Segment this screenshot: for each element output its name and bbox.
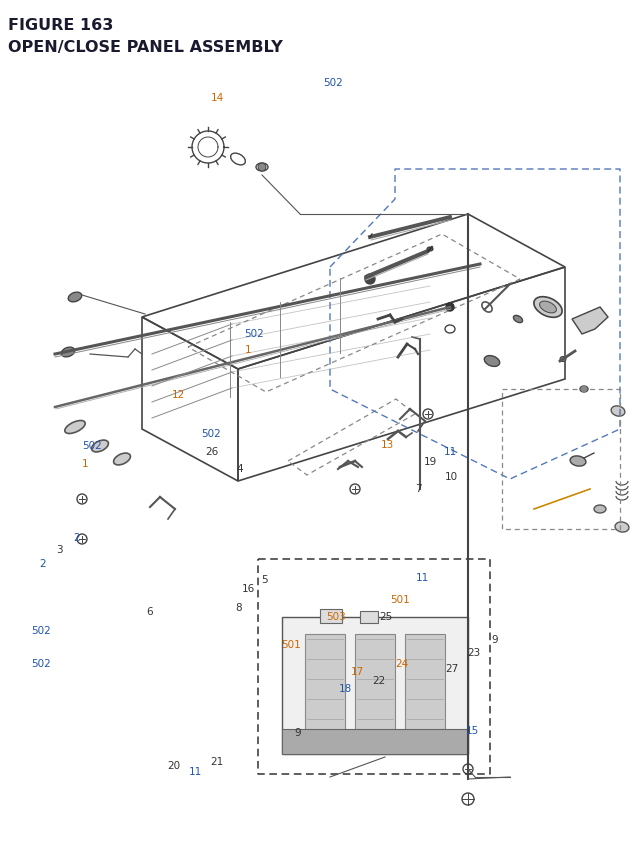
Text: 25: 25 [379, 611, 392, 622]
Text: 2: 2 [73, 532, 79, 542]
Circle shape [446, 304, 454, 312]
Ellipse shape [540, 301, 556, 313]
Text: 26: 26 [205, 446, 218, 456]
Text: 14: 14 [211, 93, 225, 103]
Text: 9: 9 [294, 728, 301, 738]
Ellipse shape [611, 406, 625, 417]
Text: 16: 16 [242, 584, 255, 594]
Ellipse shape [427, 248, 433, 251]
Ellipse shape [65, 421, 85, 434]
Text: 4: 4 [237, 463, 243, 474]
Polygon shape [305, 635, 345, 739]
Ellipse shape [513, 316, 523, 323]
Text: FIGURE 163: FIGURE 163 [8, 18, 113, 33]
Text: 502: 502 [31, 658, 51, 668]
Ellipse shape [534, 297, 562, 318]
Polygon shape [355, 635, 395, 739]
Ellipse shape [68, 293, 82, 302]
Polygon shape [405, 635, 445, 739]
Text: 6: 6 [146, 606, 152, 616]
Ellipse shape [560, 357, 566, 362]
Text: 11: 11 [416, 573, 429, 583]
Ellipse shape [484, 356, 500, 367]
Text: 19: 19 [424, 456, 437, 467]
Text: 503: 503 [326, 611, 346, 622]
Text: 24: 24 [396, 658, 409, 668]
Ellipse shape [570, 456, 586, 467]
Text: 1: 1 [82, 458, 88, 468]
Text: 5: 5 [261, 574, 268, 585]
Text: 502: 502 [323, 77, 343, 88]
FancyBboxPatch shape [360, 611, 378, 623]
Text: 3: 3 [56, 544, 63, 554]
Text: 18: 18 [339, 683, 353, 693]
Ellipse shape [594, 505, 606, 513]
Ellipse shape [113, 454, 131, 466]
Text: 21: 21 [210, 756, 223, 766]
FancyBboxPatch shape [320, 610, 342, 623]
Polygon shape [282, 617, 468, 754]
Text: 22: 22 [372, 675, 386, 685]
Text: 502: 502 [82, 441, 102, 451]
Text: 12: 12 [172, 389, 185, 400]
Text: 501: 501 [390, 594, 410, 604]
Text: 1: 1 [244, 344, 251, 355]
Ellipse shape [615, 523, 629, 532]
Text: 27: 27 [445, 663, 458, 673]
Circle shape [582, 387, 586, 392]
Text: 8: 8 [236, 603, 242, 613]
Text: 2: 2 [40, 558, 46, 568]
Text: 23: 23 [467, 647, 481, 658]
Text: 502: 502 [31, 625, 51, 635]
Text: 20: 20 [168, 760, 181, 771]
Text: 10: 10 [445, 472, 458, 482]
Text: 11: 11 [444, 446, 458, 456]
Text: 9: 9 [492, 635, 498, 645]
Circle shape [365, 275, 375, 285]
Text: 502: 502 [244, 329, 264, 339]
Circle shape [258, 164, 266, 172]
Ellipse shape [61, 348, 75, 357]
Text: 15: 15 [466, 725, 479, 735]
Text: 11: 11 [189, 766, 202, 777]
Polygon shape [572, 307, 608, 335]
Text: 7: 7 [415, 484, 421, 494]
Text: 501: 501 [282, 640, 301, 650]
Text: 502: 502 [202, 429, 221, 439]
Text: 13: 13 [381, 439, 394, 449]
Text: OPEN/CLOSE PANEL ASSEMBLY: OPEN/CLOSE PANEL ASSEMBLY [8, 40, 283, 55]
Polygon shape [282, 729, 468, 754]
Text: 17: 17 [351, 666, 364, 677]
Ellipse shape [92, 441, 108, 452]
